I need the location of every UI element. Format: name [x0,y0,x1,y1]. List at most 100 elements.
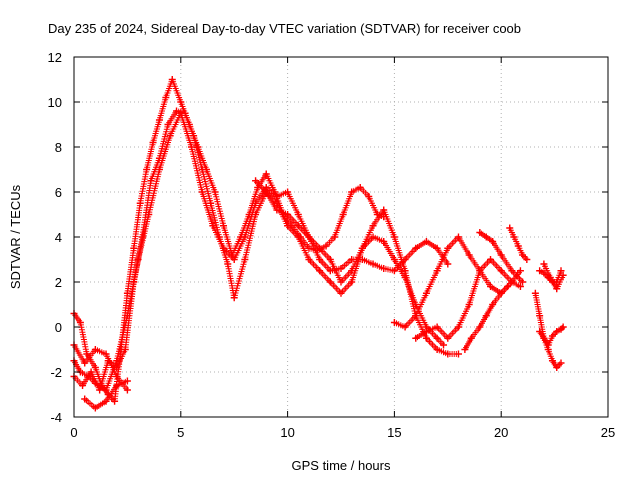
data-point [540,334,548,342]
data-point [224,260,232,268]
data-point [412,312,420,320]
data-point [454,233,462,241]
data-point [284,211,292,218]
data-point [476,323,484,331]
data-point [348,267,356,275]
data-point [305,256,313,263]
data-point [433,334,441,342]
data-point [506,224,514,232]
data-point [444,244,452,252]
data-point [487,256,495,263]
data-point [305,233,313,241]
data-point [489,301,497,308]
data-point [553,364,561,371]
data-point [211,188,219,196]
data-point [440,341,448,349]
data-point [155,116,163,124]
data-point [356,184,364,191]
data-point [358,244,366,252]
data-point [187,143,195,151]
grid [74,57,608,417]
track-segment [532,290,543,317]
data-point [559,323,567,331]
data-point [241,256,249,263]
series-track-6 [252,177,448,349]
data-point [412,244,420,252]
data-point [369,260,377,268]
y-tick-label: -4 [50,410,62,425]
data-point [102,350,110,358]
y-tick-label: 0 [55,320,62,335]
data-point [444,350,452,358]
data-point [516,267,524,275]
data-point [465,301,473,308]
data-point [194,143,202,151]
axis-ticks: 0 5 10 15 20 25 -4 -2 0 2 4 6 8 10 12 [48,50,616,440]
data-point [121,346,129,353]
data-point [81,359,89,367]
data-point [365,193,373,200]
data-point [164,121,172,128]
data-point [177,98,185,106]
data-point [444,260,452,268]
data-point [230,256,238,263]
y-tick-label: 2 [55,275,62,290]
data-point [369,222,377,230]
data-point [422,289,430,297]
data-point [138,233,146,241]
data-point [348,188,356,196]
data-point [401,323,409,331]
data-point [514,242,522,250]
data-point [326,278,334,286]
data-point [173,107,181,115]
data-point [273,193,281,200]
data-point [91,346,99,353]
data-point [454,350,462,358]
data-point [536,267,544,275]
data-point [467,334,475,342]
data-point [130,278,138,286]
data-point [412,334,420,342]
data-point [482,312,490,320]
series-track-2 [70,109,452,394]
data-point [316,267,324,275]
y-tick-label: 6 [55,185,62,200]
data-point [380,265,388,272]
data-point [113,373,121,380]
data-point [149,139,157,146]
data-point [294,233,302,241]
data-point [497,267,505,275]
data-point [83,350,91,358]
y-tick-label: 8 [55,140,62,155]
data-point [316,256,324,263]
data-point [252,177,260,185]
series-track-8 [412,256,524,342]
data-point [390,256,398,263]
chart-title: Day 235 of 2024, Sidereal Day-to-day VTE… [48,21,521,36]
series-track-11 [506,224,531,263]
data-point [87,368,95,376]
data-point [198,188,206,196]
data-point [96,386,104,394]
data-point [369,233,377,241]
data-point [482,233,490,241]
data-point [508,278,516,286]
data-point [433,244,441,252]
y-tick-label: 10 [48,95,62,110]
data-point [143,166,151,173]
data-point [337,278,345,286]
data-point [326,256,334,263]
data-point [76,319,84,326]
data-point [252,199,260,207]
track-segment [545,346,555,362]
data-point [262,170,270,178]
data-point [166,132,174,140]
data-point [548,332,556,340]
data-point [316,244,324,252]
data-point [305,244,313,252]
series-track-15 [540,260,567,293]
data-point [102,397,110,405]
data-point [326,267,334,275]
data-point [548,357,556,365]
